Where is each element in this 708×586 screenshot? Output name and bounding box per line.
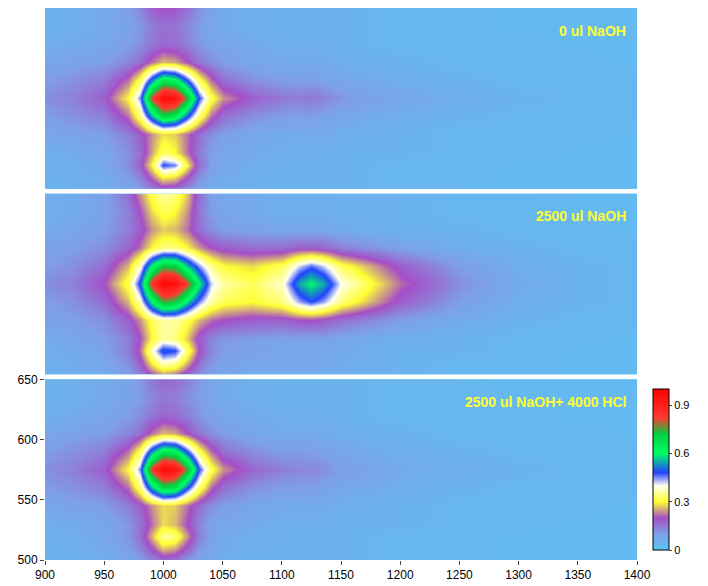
svg-text:1000: 1000 — [150, 568, 177, 582]
svg-text:1050: 1050 — [209, 568, 236, 582]
svg-text:2500 ul NaOH: 2500 ul NaOH — [536, 208, 626, 224]
svg-text:1200: 1200 — [387, 568, 414, 582]
svg-text:0.6: 0.6 — [674, 447, 689, 459]
svg-text:650: 650 — [18, 373, 38, 387]
svg-text:1100: 1100 — [269, 568, 295, 582]
svg-text:0: 0 — [674, 544, 680, 556]
svg-text:950: 950 — [94, 568, 114, 582]
svg-text:2500 ul NaOH+ 4000 HCl: 2500 ul NaOH+ 4000 HCl — [465, 394, 626, 410]
svg-text:0.3: 0.3 — [674, 496, 689, 508]
svg-text:1400: 1400 — [624, 568, 651, 582]
svg-text:0 ul NaOH: 0 ul NaOH — [559, 23, 626, 39]
svg-text:600: 600 — [18, 433, 38, 447]
svg-text:0.9: 0.9 — [674, 399, 689, 411]
svg-text:500: 500 — [18, 553, 38, 567]
svg-text:1150: 1150 — [328, 568, 354, 582]
svg-text:1250: 1250 — [446, 568, 473, 582]
svg-text:900: 900 — [35, 568, 55, 582]
svg-text:1300: 1300 — [505, 568, 532, 582]
svg-text:550: 550 — [18, 493, 38, 507]
svg-text:1350: 1350 — [564, 568, 591, 582]
